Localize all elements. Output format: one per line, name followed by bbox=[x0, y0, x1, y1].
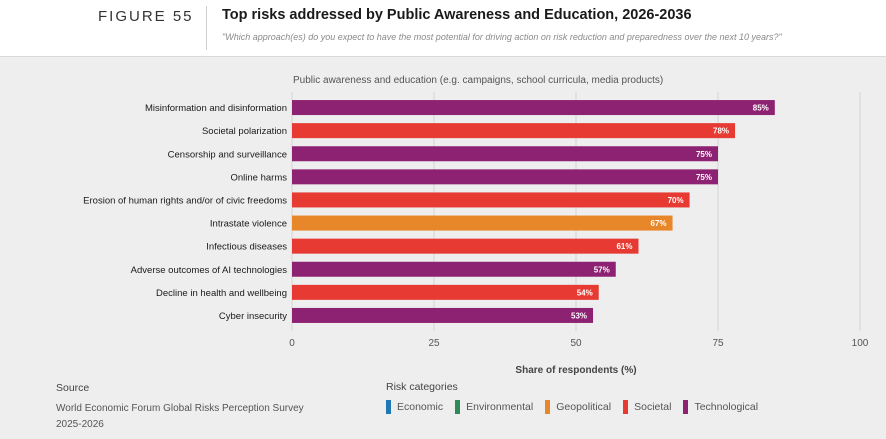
bar bbox=[292, 123, 736, 139]
x-tick-label: 25 bbox=[428, 338, 440, 349]
bar-value-label: 61% bbox=[616, 242, 632, 251]
x-tick-label: 100 bbox=[852, 338, 869, 349]
header-divider bbox=[206, 6, 207, 50]
legend-swatch bbox=[545, 400, 551, 414]
panel-title: Public awareness and education (e.g. cam… bbox=[293, 75, 663, 86]
bar bbox=[292, 100, 775, 116]
bar-value-label: 70% bbox=[668, 196, 684, 205]
x-tick-label: 50 bbox=[570, 338, 582, 349]
legend-label: Technological bbox=[694, 401, 759, 413]
category-label: Societal polarization bbox=[202, 126, 287, 137]
legend-label: Geopolitical bbox=[556, 401, 612, 413]
bar-value-label: 53% bbox=[571, 311, 587, 320]
category-label: Online harms bbox=[231, 172, 288, 183]
bar-value-label: 78% bbox=[713, 127, 729, 136]
bar-value-label: 75% bbox=[696, 150, 712, 159]
category-label: Erosion of human rights and/or of civic … bbox=[83, 195, 287, 206]
figure-header: FIGURE 55 Top risks addressed by Public … bbox=[0, 0, 886, 57]
bar bbox=[292, 215, 673, 231]
bar-value-label: 54% bbox=[577, 288, 593, 297]
legend-heading: Risk categories bbox=[386, 381, 458, 393]
source-text: World Economic Forum Global Risks Percep… bbox=[56, 401, 356, 433]
legend-swatch bbox=[386, 400, 391, 414]
figure-title: Top risks addressed by Public Awareness … bbox=[222, 7, 692, 23]
legend-label: Economic bbox=[397, 401, 444, 413]
legend-swatch bbox=[623, 400, 629, 414]
bar-value-label: 57% bbox=[594, 265, 610, 274]
category-label: Adverse outcomes of AI technologies bbox=[131, 265, 288, 276]
legend-label: Environmental bbox=[466, 401, 534, 413]
legend-swatch bbox=[455, 400, 461, 414]
legend-item: Societal bbox=[623, 400, 671, 414]
source-line-2: 2025-2026 bbox=[56, 419, 104, 430]
legend-swatch bbox=[683, 400, 689, 414]
bar bbox=[292, 238, 639, 254]
category-label: Infectious diseases bbox=[206, 242, 287, 253]
bar-value-label: 75% bbox=[696, 173, 712, 182]
bar bbox=[292, 169, 718, 185]
source-line-1: World Economic Forum Global Risks Percep… bbox=[56, 403, 304, 414]
category-label: Misinformation and disinformation bbox=[145, 103, 287, 114]
legend: Economic Environmental Geopolitical Societa… bbox=[386, 400, 758, 414]
bar-value-label: 67% bbox=[651, 219, 667, 228]
bar bbox=[292, 284, 599, 300]
bar bbox=[292, 261, 616, 277]
category-label: Cyber insecurity bbox=[219, 311, 287, 322]
x-axis-label: Share of respondents (%) bbox=[515, 365, 636, 376]
bar bbox=[292, 307, 594, 323]
source-heading: Source bbox=[56, 382, 90, 394]
legend-item: Technological bbox=[683, 400, 758, 414]
bar-value-label: 85% bbox=[753, 104, 769, 113]
legend-item: Economic bbox=[386, 400, 443, 414]
x-tick-label: 75 bbox=[712, 338, 724, 349]
bar bbox=[292, 192, 690, 208]
legend-label: Societal bbox=[634, 401, 672, 413]
x-tick-label: 0 bbox=[289, 338, 295, 349]
figure-label: FIGURE 55 bbox=[98, 8, 194, 25]
category-label: Decline in health and wellbeing bbox=[156, 288, 287, 299]
legend-item: Environmental bbox=[455, 400, 533, 414]
legend-item: Geopolitical bbox=[545, 400, 611, 414]
category-label: Censorship and surveillance bbox=[168, 149, 287, 160]
bar bbox=[292, 146, 718, 162]
category-label: Intrastate violence bbox=[210, 219, 287, 230]
figure-subtitle: "Which approach(es) do you expect to hav… bbox=[222, 32, 782, 42]
